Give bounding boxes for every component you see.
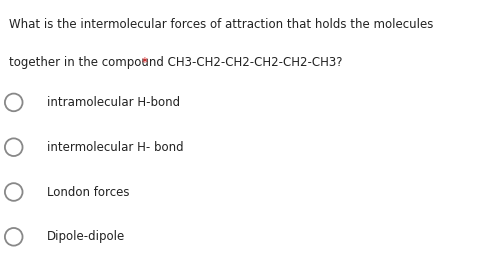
Text: What is the intermolecular forces of attraction that holds the molecules: What is the intermolecular forces of att… — [9, 18, 433, 31]
Text: intramolecular H-bond: intramolecular H-bond — [47, 96, 180, 109]
Text: intermolecular H- bond: intermolecular H- bond — [47, 141, 183, 154]
Text: Dipole-dipole: Dipole-dipole — [47, 230, 125, 243]
Text: together in the compound CH3-CH2-CH2-CH2-CH2-CH3?: together in the compound CH3-CH2-CH2-CH2… — [9, 56, 343, 69]
Text: *: * — [141, 56, 147, 69]
Text: London forces: London forces — [47, 186, 129, 198]
